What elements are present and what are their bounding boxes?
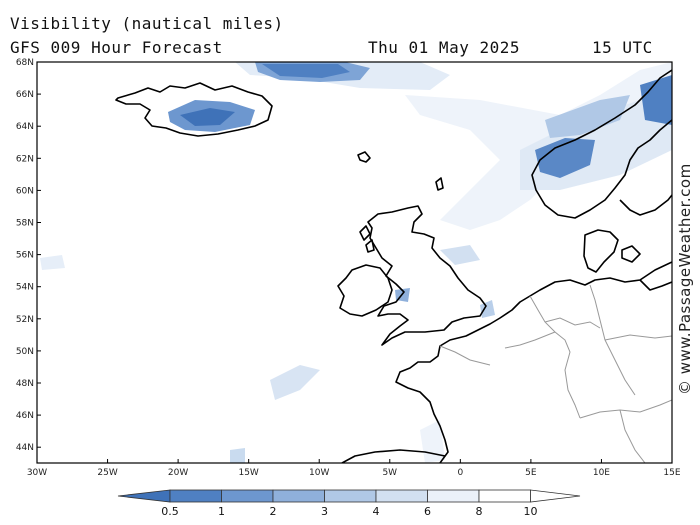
legend-swatch — [375, 489, 428, 503]
coast-iceland — [115, 82, 273, 137]
lon-label: 5W — [382, 468, 397, 478]
coast-shetland — [435, 177, 444, 191]
coast-sweden-south — [619, 194, 672, 216]
coast-ireland — [337, 264, 393, 317]
legend-label: 2 — [270, 505, 277, 518]
legend-swatch — [427, 489, 480, 503]
legend-label: 3 — [321, 505, 328, 518]
coast-baltic — [639, 279, 672, 291]
lat-label: 50N — [16, 347, 34, 357]
legend-label: 0.5 — [161, 505, 179, 518]
legend-swatch — [324, 489, 377, 503]
legend-label: 1 — [218, 505, 225, 518]
lat-label: 62N — [16, 154, 34, 164]
coast-faroes — [357, 151, 371, 163]
lat-label: 52N — [16, 315, 34, 325]
lon-label: 0 — [457, 468, 463, 478]
longitude-labels: 30W 25W 20W 15W 10W 5W 0 5E 10E 15E — [27, 468, 681, 478]
coastlines — [115, 69, 672, 463]
coast-continent-north — [395, 261, 672, 463]
lat-label: 46N — [16, 411, 34, 421]
coast-danish-islands — [621, 245, 641, 263]
lon-label: 5E — [525, 468, 537, 478]
lon-label: 15W — [238, 468, 258, 478]
legend-swatch — [169, 489, 222, 503]
lat-label: 68N — [16, 58, 34, 68]
legend-label: 10 — [524, 505, 538, 518]
chart-title: Visibility (nautical miles) — [10, 14, 284, 33]
borders — [439, 284, 672, 463]
forecast-date: Thu 01 May 2025 — [368, 38, 520, 57]
lon-label: 30W — [27, 468, 47, 478]
lat-label: 66N — [16, 90, 34, 100]
legend-arrow-right — [530, 489, 581, 503]
lat-label: 54N — [16, 283, 34, 293]
lat-label: 64N — [16, 122, 34, 132]
model-label: GFS 009 Hour Forecast — [10, 38, 223, 57]
lat-label: 56N — [16, 251, 34, 261]
visibility-shading — [40, 62, 672, 463]
credit-text: © www.PassageWeather.com — [676, 163, 694, 395]
credit-label: © www.PassageWeather.com — [676, 163, 694, 395]
legend-arrow-left — [117, 489, 171, 503]
map-frame — [36, 61, 673, 464]
legend-label: 8 — [476, 505, 483, 518]
coast-hebrides — [359, 225, 375, 253]
forecast-time: 15 UTC — [592, 38, 653, 57]
lon-label: 10E — [593, 468, 610, 478]
legend-swatch — [221, 489, 274, 503]
coast-great-britain — [367, 205, 487, 346]
coast-denmark — [583, 229, 619, 273]
lat-label: 58N — [16, 219, 34, 229]
legend-label: 6 — [424, 505, 431, 518]
lon-label: 15E — [663, 468, 680, 478]
lon-label: 10W — [309, 468, 329, 478]
lat-label: 60N — [16, 186, 34, 196]
legend-swatch — [478, 489, 531, 503]
lat-label: 44N — [16, 443, 34, 453]
legend-swatch — [272, 489, 325, 503]
coast-scandinavia — [531, 69, 672, 219]
lat-label: 48N — [16, 379, 34, 389]
lon-label: 25W — [97, 468, 117, 478]
legend: 0.5 1 2 3 4 6 8 10 — [117, 489, 581, 518]
legend-label: 4 — [373, 505, 380, 518]
latitude-labels: 68N 66N 64N 62N 60N 58N 56N 54N 52N 50N 48N 46N 44N — [16, 58, 34, 453]
coast-iberia — [341, 449, 446, 463]
lon-label: 20W — [168, 468, 188, 478]
